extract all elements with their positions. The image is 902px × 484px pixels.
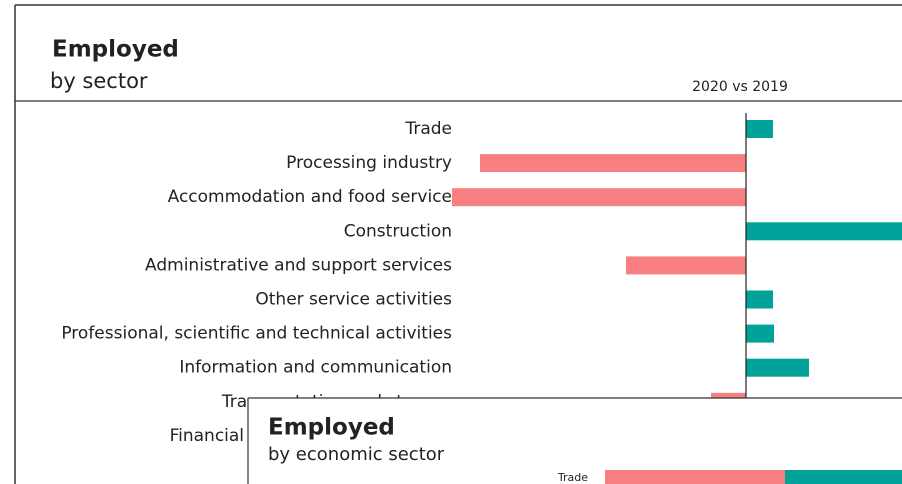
bar xyxy=(626,256,746,275)
chart-title: Employed xyxy=(52,37,179,63)
category-label: Accommodation and food service xyxy=(168,187,452,207)
overlay-subtitle: by economic sector xyxy=(268,444,445,465)
category-label: Professional, scientific and technical a… xyxy=(61,324,452,344)
category-label: Construction xyxy=(344,221,452,241)
bar xyxy=(452,188,746,207)
category-label: Processing industry xyxy=(286,153,452,173)
chart-subtitle: by sector xyxy=(50,69,148,93)
bar xyxy=(746,222,902,241)
bar xyxy=(746,324,774,343)
overlay-panel xyxy=(248,398,902,484)
category-label: Other service activities xyxy=(255,290,452,310)
bar xyxy=(746,120,773,138)
overlay-title: Employed xyxy=(268,415,395,441)
bar-segment xyxy=(605,470,785,484)
category-label: Trade xyxy=(557,471,588,484)
category-label: Trade xyxy=(404,119,452,139)
bar xyxy=(746,358,809,377)
bar-segment xyxy=(785,470,902,484)
category-label: Administrative and support services xyxy=(145,255,452,275)
bar xyxy=(746,290,773,309)
bar xyxy=(480,154,746,173)
category-label: Information and communication xyxy=(179,358,452,378)
column-label: 2020 vs 2019 xyxy=(692,79,788,95)
chart-2: Employed by economic sector Trade xyxy=(247,397,902,484)
